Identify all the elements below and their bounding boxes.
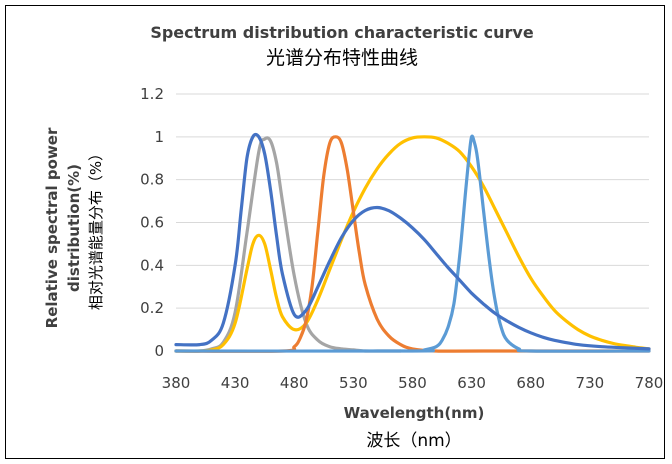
y-axis-label-line1: Relative spectral power [43,127,61,328]
x-tick-label: 680 [516,374,545,392]
y-tick-label: 1.2 [140,85,164,103]
spectrum-chart: Spectrum distribution characteristic cur… [43,23,664,451]
y-tick-label: 0.2 [140,299,164,317]
y-tick-label: 0.4 [140,256,164,274]
y-tick-labels: 0 0.2 0.4 0.6 0.8 1 1.2 [140,85,164,360]
series-line-0 [174,136,403,353]
series-lines [174,132,651,353]
y-tick-label: 1 [154,128,164,146]
x-tick-label: 480 [280,374,309,392]
series-line-3 [174,134,651,353]
y-tick-label: 0.6 [140,214,164,232]
series-line-4 [174,132,651,351]
chart-frame: Spectrum distribution characteristic cur… [5,5,665,459]
y-axis-label-cn: 相对光谱能量分布（%） [87,146,105,310]
x-tick-label: 380 [162,374,191,392]
x-tick-labels: 380 430 480 530 580 630 680 730 780 [162,374,664,392]
chart-subtitle: 光谱分布特性曲线 [266,47,418,69]
x-tick-label: 630 [457,374,486,392]
x-tick-label: 430 [221,374,250,392]
x-tick-label: 780 [635,374,664,392]
y-tick-label: 0.8 [140,171,164,189]
series-line-1 [174,135,651,353]
x-tick-label: 530 [339,374,368,392]
x-axis-label-cn: 波长（nm） [366,431,461,451]
chart-title: Spectrum distribution characteristic cur… [150,23,534,42]
series-line-2 [174,135,651,353]
x-axis-label: Wavelength(nm) [344,404,485,422]
y-axis-label-line2: distribution(%) [65,164,83,292]
x-tick-label: 580 [398,374,427,392]
y-tick-label: 0 [154,342,164,360]
x-tick-label: 730 [576,374,605,392]
